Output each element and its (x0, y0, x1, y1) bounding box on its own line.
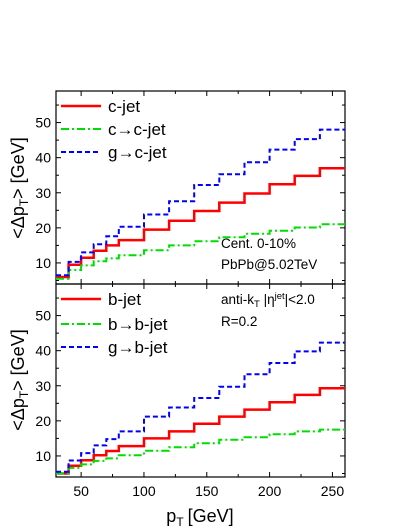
y-tick-label: 20 (35, 220, 51, 236)
series-c-jet (56, 166, 345, 279)
legend-label-g-b-jet: g→b-jet (108, 338, 168, 357)
series-b-b-jet (56, 428, 345, 475)
x-tick-label: 250 (321, 483, 345, 499)
top-series-group (56, 128, 345, 280)
y-tick-label: 30 (35, 378, 51, 394)
annotation-jet-algorithm: anti-kT |ηjet|<2.0 (221, 291, 315, 310)
top-legend: c-jet c→c-jet g→c-jet (61, 97, 167, 162)
legend-label-c-c-jet: c→c-jet (108, 120, 166, 139)
annotation-collision-system: PbPb@5.02TeV (221, 257, 317, 272)
y-tick-label: 40 (35, 150, 51, 166)
bottom-y-ticks: 10 20 30 40 50 (35, 297, 345, 474)
series-c-c-jet (56, 223, 345, 280)
x-tick-label: 150 (195, 483, 219, 499)
y-tick-label: 40 (35, 343, 51, 359)
annotation-centrality: Cent. 0-10% (221, 236, 296, 251)
top-y-axis-title: <ΔpT> [GeV] (8, 137, 31, 238)
series-g-c-jet (56, 128, 345, 277)
x-axis-title: pT [GeV] (166, 506, 233, 529)
y-tick-label: 50 (35, 115, 51, 131)
bottom-y-axis-title: <ΔpT> [GeV] (8, 329, 31, 430)
bottom-legend: b-jet b→b-jet g→b-jet (61, 290, 168, 357)
series-b-jet (56, 386, 345, 475)
x-tick-label: 100 (132, 483, 156, 499)
top-y-ticks: 10 20 30 40 50 (35, 104, 345, 281)
legend-label-c-jet: c-jet (108, 97, 140, 116)
x-tick-label: 200 (258, 483, 282, 499)
y-tick-label: 10 (35, 448, 51, 464)
bottom-series-group (56, 341, 345, 475)
annotation-jet-radius: R=0.2 (221, 314, 257, 329)
legend-label-b-jet: b-jet (108, 290, 141, 309)
y-tick-label: 10 (35, 255, 51, 271)
series-g-b-jet (56, 341, 345, 473)
y-tick-label: 20 (35, 413, 51, 429)
top-panel-frame (55, 90, 346, 285)
y-tick-label: 30 (35, 185, 51, 201)
legend-label-b-b-jet: b→b-jet (108, 315, 168, 334)
y-tick-label: 50 (35, 308, 51, 324)
x-tick-label: 50 (73, 483, 89, 499)
bottom-panel-frame (55, 283, 346, 478)
legend-label-g-c-jet: g→c-jet (108, 143, 167, 162)
x-ticks: 50 100 150 200 250 (73, 91, 344, 499)
